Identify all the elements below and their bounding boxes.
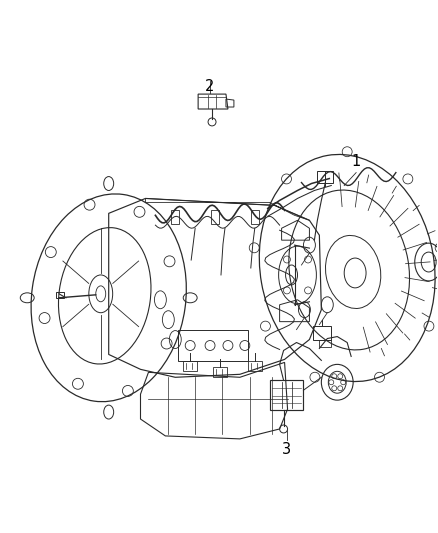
Bar <box>319 340 331 348</box>
Bar <box>213 367 227 377</box>
Bar <box>56 292 64 298</box>
Bar <box>171 211 179 224</box>
Bar <box>183 361 197 372</box>
Text: 2: 2 <box>205 79 215 94</box>
Text: 3: 3 <box>282 442 291 457</box>
Bar <box>211 211 219 224</box>
Bar <box>314 326 331 340</box>
Bar <box>248 361 262 372</box>
Bar <box>178 329 248 361</box>
Text: 1: 1 <box>352 154 361 168</box>
Bar <box>318 171 333 182</box>
Bar <box>251 211 259 224</box>
